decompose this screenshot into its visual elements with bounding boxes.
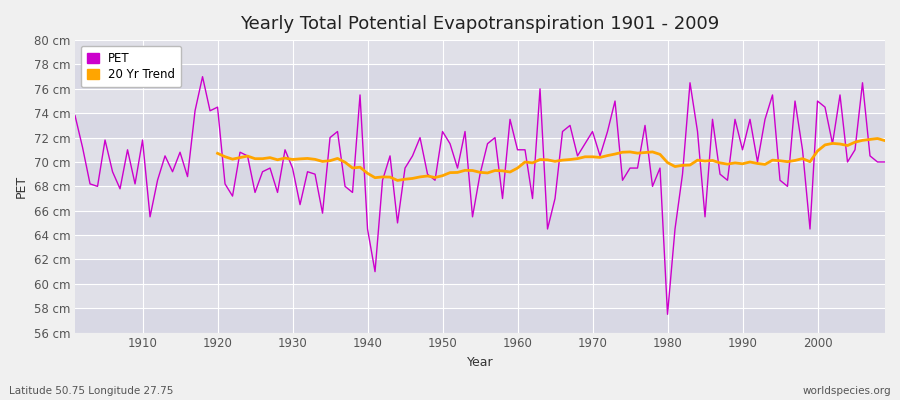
PET <box>302 169 313 174</box>
PET <box>347 190 358 195</box>
Bar <box>75 186 885 211</box>
Bar <box>75 138 885 162</box>
Text: Latitude 50.75 Longitude 27.75: Latitude 50.75 Longitude 27.75 <box>9 386 174 396</box>
PET <box>879 160 890 164</box>
Line: 20 Yr Trend: 20 Yr Trend <box>218 138 885 180</box>
20 Yr Trend <box>392 178 403 183</box>
Bar <box>75 162 885 186</box>
Bar <box>75 89 885 113</box>
Bar <box>75 235 885 260</box>
Text: worldspecies.org: worldspecies.org <box>803 386 891 396</box>
Legend: PET, 20 Yr Trend: PET, 20 Yr Trend <box>81 46 181 87</box>
Bar <box>75 284 885 308</box>
Title: Yearly Total Potential Evapotranspiration 1901 - 2009: Yearly Total Potential Evapotranspiratio… <box>240 15 720 33</box>
20 Yr Trend <box>879 138 890 143</box>
Bar <box>75 211 885 235</box>
Y-axis label: PET: PET <box>15 175 28 198</box>
PET <box>609 99 620 104</box>
20 Yr Trend <box>872 136 883 141</box>
Line: PET: PET <box>75 77 885 314</box>
Bar <box>75 40 885 64</box>
PET <box>69 113 80 118</box>
20 Yr Trend <box>685 163 696 168</box>
20 Yr Trend <box>422 174 433 178</box>
PET <box>130 182 140 186</box>
PET <box>512 147 523 152</box>
PET <box>197 74 208 79</box>
20 Yr Trend <box>789 158 800 163</box>
20 Yr Trend <box>775 158 786 163</box>
Bar <box>75 308 885 332</box>
PET <box>519 147 530 152</box>
20 Yr Trend <box>857 138 868 143</box>
20 Yr Trend <box>212 151 223 156</box>
Bar <box>75 113 885 138</box>
20 Yr Trend <box>302 156 313 161</box>
PET <box>662 312 673 317</box>
X-axis label: Year: Year <box>467 356 493 369</box>
Bar <box>75 64 885 89</box>
Bar <box>75 260 885 284</box>
